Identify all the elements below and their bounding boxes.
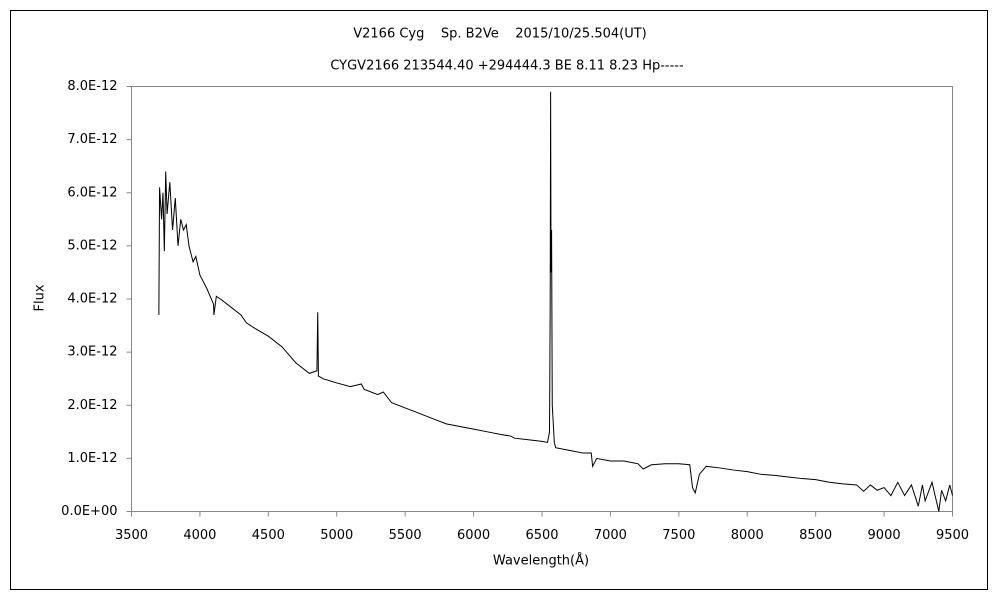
y-tick-label: 1.0E-12	[67, 451, 117, 466]
x-tick-label: 5000	[320, 528, 353, 543]
x-tick-label: 6000	[457, 528, 490, 543]
x-tick-label: 8500	[799, 528, 832, 543]
y-tick-label: 8.0E-12	[67, 79, 117, 94]
x-tick-label: 7500	[662, 528, 695, 543]
y-tick-label: 6.0E-12	[67, 185, 117, 200]
y-tick-label: 2.0E-12	[67, 398, 117, 413]
chart-subtitle: CYGV2166 213544.40 +294444.3 BE 8.11 8.2…	[330, 59, 684, 74]
y-tick-label: 0.0E+00	[61, 504, 117, 519]
y-axis-label: Flux	[33, 284, 48, 311]
x-tick-label: 3500	[115, 528, 148, 543]
chart-title: V2166 Cyg Sp. B2Ve 2015/10/25.504(UT)	[353, 27, 647, 42]
x-tick-label: 8000	[731, 528, 764, 543]
y-tick-label: 5.0E-12	[67, 238, 117, 253]
x-tick-label: 4500	[252, 528, 285, 543]
y-tick-label: 4.0E-12	[67, 292, 117, 307]
x-tick-label: 7000	[594, 528, 627, 543]
x-tick-label: 9500	[936, 528, 969, 543]
y-tick-label: 3.0E-12	[67, 345, 117, 360]
x-tick-label: 6500	[525, 528, 558, 543]
x-tick-label: 9000	[868, 528, 901, 543]
x-axis-label: Wavelength(Å)	[493, 553, 589, 569]
y-tick-label: 7.0E-12	[67, 132, 117, 147]
x-tick-label: 5500	[389, 528, 422, 543]
plot-area	[131, 86, 953, 512]
x-tick-label: 4000	[183, 528, 216, 543]
spectrum-line	[158, 91, 953, 512]
